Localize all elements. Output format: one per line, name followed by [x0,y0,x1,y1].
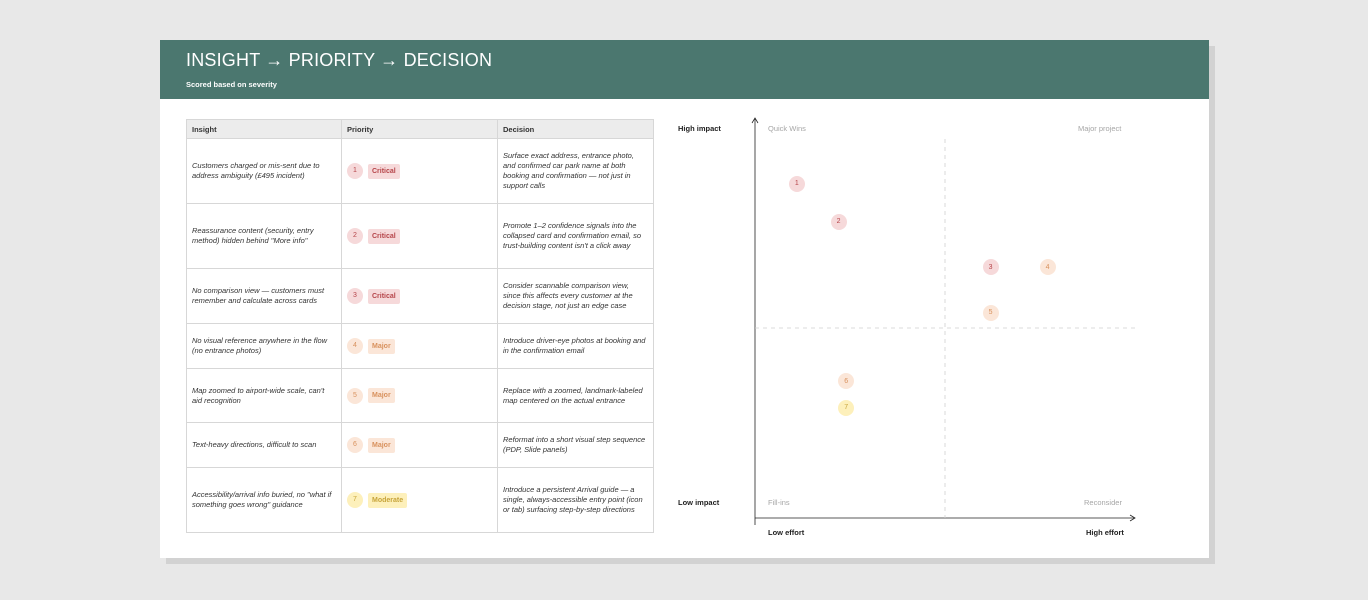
y-axis-high-label: High impact [678,124,721,133]
priority-number: 6 [347,437,363,453]
page-title: INSIGHT → PRIORITY → DECISION [186,50,493,70]
matrix-point-4: 4 [1039,259,1056,276]
priority-cell: 5 Major [341,368,498,423]
quadrant-label-reconsider: Reconsider [1084,498,1122,507]
priority-number: 3 [347,288,363,304]
matrix-point-1: 1 [788,175,805,192]
insight-cell: No comparison view — customers must reme… [186,268,342,324]
column-header-insight: Insight [186,119,342,139]
table-row: No comparison view — customers must reme… [186,268,654,324]
insight-cell: Customers charged or mis-sent due to add… [186,138,342,204]
decision-cell: Introduce driver-eye photos at booking a… [497,323,654,369]
matrix-axes [751,117,1136,525]
priority-cell: 3 Critical [341,268,498,324]
table-row: Reassurance content (security, entry met… [186,203,654,269]
priority-number: 7 [347,492,363,508]
decision-cell: Promote 1–2 confidence signals into the … [497,203,654,269]
table-header-row: Insight Priority Decision [186,119,654,139]
matrix-point-7: 7 [838,399,855,416]
priority-badge: Critical [368,163,400,179]
priority-cell: 1 Critical [341,138,498,204]
decision-cell: Consider scannable comparison view, sinc… [497,268,654,324]
x-axis-high-label: High effort [1086,528,1124,537]
priority-badge: Major [368,388,395,403]
priority-badge: Major [368,338,395,354]
priority-cell: 6 Major [341,422,498,468]
insight-cell: Text-heavy directions, difficult to scan [186,422,342,468]
column-header-priority: Priority [341,119,498,139]
table-row: Accessibility/arrival info buried, no "w… [186,467,654,533]
decision-cell: Surface exact address, entrance photo, a… [497,138,654,204]
table-row: Map zoomed to airport-wide scale, can't … [186,368,654,423]
table-row: Customers charged or mis-sent due to add… [186,138,654,204]
page-subtitle: Scored based on severity [186,80,277,89]
quadrant-label-quick-wins: Quick Wins [768,124,806,133]
priority-number: 5 [347,387,363,404]
priority-cell: 7 Moderate [341,467,498,533]
decision-cell: Introduce a persistent Arrival guide — a… [497,467,654,533]
priority-cell: 2 Critical [341,203,498,269]
decision-cell: Reformat into a short visual step sequen… [497,422,654,468]
x-axis-low-label: Low effort [768,528,805,537]
table-row: Text-heavy directions, difficult to scan… [186,422,654,468]
priority-badge: Major [368,437,395,453]
insight-table: Insight Priority Decision Customers char… [186,119,654,533]
y-axis-low-label: Low impact [678,498,720,507]
matrix-point-2: 2 [830,213,847,230]
quadrant-label-major-project: Major project [1078,124,1122,133]
insight-cell: No visual reference anywhere in the flow… [186,323,342,369]
quadrant-label-fill-ins: Fill-ins [768,498,790,507]
column-header-decision: Decision [497,119,654,139]
x-axis-arrow [1129,514,1136,522]
priority-number: 1 [347,163,363,179]
matrix-point-3: 3 [982,259,999,276]
impact-effort-matrix: High impact Low impact Low effort High e… [678,115,1150,545]
slide-card: INSIGHT → PRIORITY → DECISION Scored bas… [160,40,1209,558]
matrix-point-5: 5 [982,304,999,321]
insight-cell: Map zoomed to airport-wide scale, can't … [186,368,342,423]
priority-cell: 4 Major [341,323,498,369]
insight-cell: Accessibility/arrival info buried, no "w… [186,467,342,533]
priority-badge: Critical [368,228,400,244]
priority-number: 4 [347,338,363,354]
table-row: No visual reference anywhere in the flow… [186,323,654,369]
header-banner: INSIGHT → PRIORITY → DECISION Scored bas… [160,40,1209,99]
insight-cell: Reassurance content (security, entry met… [186,203,342,269]
matrix-point-6: 6 [838,373,855,390]
y-axis-arrow [751,117,759,124]
decision-cell: Replace with a zoomed, landmark-labeled … [497,368,654,423]
priority-badge: Moderate [368,492,408,508]
priority-badge: Critical [368,288,400,304]
priority-number: 2 [347,228,363,244]
